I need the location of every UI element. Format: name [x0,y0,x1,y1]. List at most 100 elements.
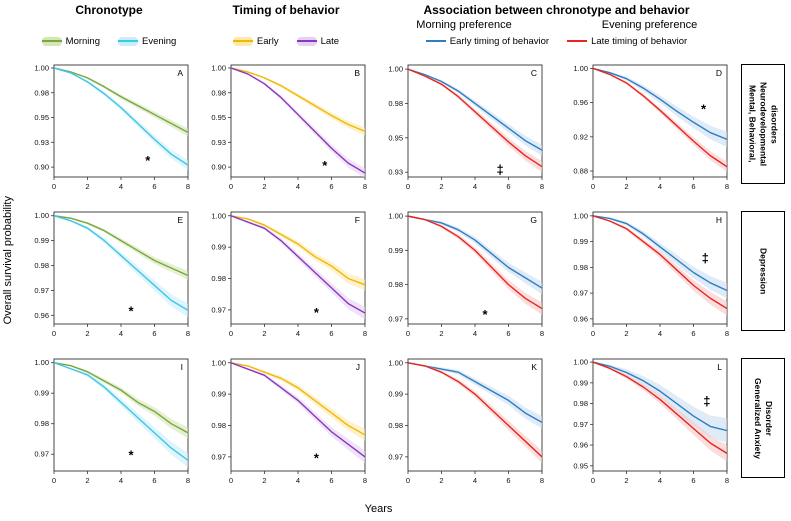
y-tick-label: 0.95 [573,461,588,470]
survival-plot-D: 1.00 0.96 0.92 0.880 2 4 6 8 D * [573,64,729,191]
x-tick-label: 2 [624,476,628,485]
panel-letter: H [716,215,722,225]
ci-band-evening [54,67,188,171]
x-tick-label: 6 [691,182,695,191]
x-tick-label: 6 [152,476,156,485]
y-axis-title: Overall survival probability [0,0,17,521]
series-line-evening [54,67,188,166]
row-label-depression: Depression [741,211,785,331]
late-line-icon [296,40,317,42]
header-association: Association between chronotype and behav… [423,3,690,17]
plot-frame [230,211,366,325]
x-tick-label: 4 [119,476,123,485]
series-line-late-timing-of-behavior [593,361,727,454]
x-tick-label: 8 [540,476,544,485]
panel-letter: F [355,215,360,225]
panel-H: 1.00 0.99 0.98 0.97 0.96 0 2 4 6 8 H ‡ [563,207,731,353]
series-line-morning [54,215,188,277]
y-tick-label: 0.96 [573,98,588,107]
y-tick-label: 0.98 [34,261,49,270]
row-label-generalized-anxiety: Generalized Anxiety Disorder [741,358,785,478]
series-line-morning [54,361,188,434]
panel-I: 1.00 0.99 0.98 0.97 0 2 4 6 8 I * [24,354,192,500]
early-timing-line-icon [425,37,446,46]
significance-marker: * [129,448,135,463]
x-tick-label: 0 [591,182,595,191]
panel-G: 1.00 0.99 0.98 0.97 0 2 4 6 8 G * [378,207,546,353]
x-tick-label: 0 [229,476,233,485]
y-tick-label: 1.00 [573,64,588,73]
x-tick-label: 8 [725,329,729,338]
ci-band-early-timing-of-behavior [593,215,727,299]
legend-label-late: Late [320,35,340,47]
ci-band-early [231,67,365,136]
series-line-late-timing-of-behavior [408,68,542,168]
significance-marker: * [129,304,135,319]
significance-marker: ‡ [702,250,709,265]
x-tick-label: 4 [296,476,300,485]
y-tick-label: 0.98 [211,88,226,97]
x-tick-label: 4 [473,182,477,191]
series-line-early [231,67,365,133]
panel-letter: L [717,362,722,372]
series-line-early-timing-of-behavior [593,67,727,141]
y-tick-label: 0.97 [211,305,226,314]
legend-item-early-timing: Early timing of behavior [425,36,549,47]
x-tick-label: 2 [85,182,89,191]
y-tick-label: 0.98 [573,399,588,408]
subheader-evening-preference: Evening preference [601,19,698,31]
y-tick-label: 1.00 [34,63,49,72]
series-line-late [231,215,365,314]
x-tick-label: 0 [52,476,56,485]
panel-letter: E [177,215,183,225]
x-tick-label: 2 [85,476,89,485]
significance-marker: * [701,101,707,116]
survival-plot-F: 1.00 0.99 0.98 0.97 0 2 4 6 8 F * [211,211,367,338]
x-tick-label: 4 [658,182,662,191]
series-line-late-timing-of-behavior [593,67,727,168]
x-tick-label: 2 [262,476,266,485]
significance-marker: * [483,307,489,322]
legend-item-late-timing: Late timing of behavior [567,36,687,47]
ci-band-early-timing-of-behavior [408,69,542,156]
x-axis-title: Years [364,503,393,515]
panel-letter: C [531,68,537,78]
plot-frame [407,64,543,178]
ci-band-late-timing-of-behavior [408,216,542,315]
early-swatch-icon [232,36,253,46]
x-tick-label: 6 [152,329,156,338]
header-timing-of-behavior: Timing of behavior [232,3,340,17]
late-timing-line [567,40,588,42]
y-tick-label: 0.93 [34,138,49,147]
x-tick-label: 2 [439,329,443,338]
y-tick-label: 1.00 [573,358,588,367]
x-tick-label: 6 [506,329,510,338]
panel-E: 1.00 0.99 0.98 0.97 0.96 0 2 4 6 8 E * [24,207,192,353]
evening-swatch-icon [117,36,138,46]
panel-letter: I [181,362,183,372]
panel-letter: A [177,68,183,78]
survival-plot-J: 1.00 0.99 0.98 0.97 0 2 4 6 8 J * [211,358,367,485]
x-tick-label: 4 [473,476,477,485]
x-tick-label: 0 [229,329,233,338]
legend-item-morning: Morning [41,36,100,47]
legend-label-evening: Evening [141,35,177,47]
panel-letter: J [356,362,360,372]
y-tick-label: 0.99 [573,378,588,387]
series-line-early-timing-of-behavior [408,68,542,151]
y-tick-label: 0.97 [573,289,588,298]
y-tick-label: 0.93 [388,168,403,177]
x-tick-label: 2 [85,329,89,338]
panel-letter: D [716,68,722,78]
y-tick-label: 0.99 [34,389,49,398]
x-tick-label: 6 [329,329,333,338]
x-tick-label: 8 [186,329,190,338]
legend-item-early: Early [232,36,279,47]
y-tick-label: 0.98 [388,280,403,289]
y-tick-label: 1.00 [211,358,226,367]
significance-marker: * [314,305,320,320]
x-tick-label: 4 [658,329,662,338]
x-tick-label: 0 [591,476,595,485]
morning-line-icon [41,40,62,42]
ci-band-late [231,215,365,320]
